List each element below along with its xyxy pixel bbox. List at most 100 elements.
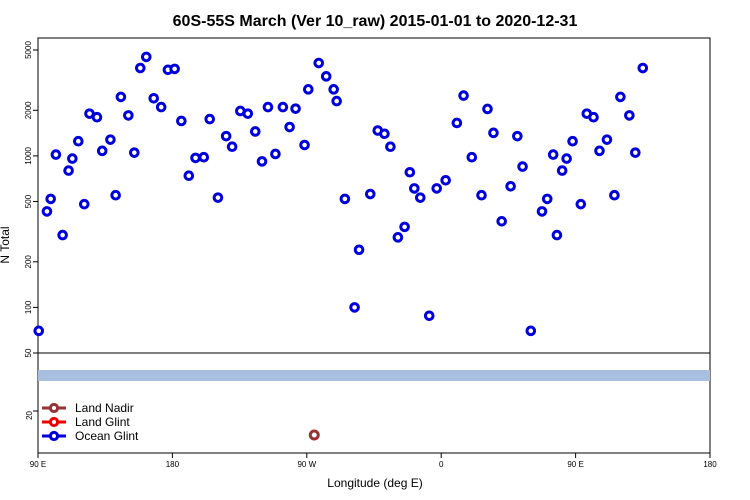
data-point-54 [399,221,410,233]
data-point-83 [601,134,613,145]
x-tick-label-5: 180 [703,460,717,469]
data-point-70 [517,161,528,172]
data-point-37 [277,101,289,113]
data-point-30 [226,141,238,152]
data-point-6 [67,153,78,164]
data-point-55 [404,166,416,178]
data-point-16 [129,147,140,158]
x-tick-label-1: 180 [166,460,180,469]
data-point-34 [256,156,268,167]
data-point-60 [440,175,451,186]
legend-entry-land-nadir: Land Nadir [42,401,134,415]
data-point-46 [339,193,351,205]
legend-marker-ocean-glint [48,430,60,442]
legend-label-ocean-glint: Ocean Glint [75,429,139,443]
y-tick-label-500: 500 [24,194,33,208]
data-point-77 [561,153,572,164]
data-point-64 [476,189,487,201]
data-point-61 [451,117,463,129]
data-point-8 [78,198,90,210]
data-point-44 [328,84,339,95]
data-point-27 [204,113,216,125]
data-point-4 [57,229,68,241]
legend-marker-land-nadir [48,402,60,414]
data-point-7 [73,135,84,147]
data-point-0 [33,325,45,337]
data-point-23 [176,115,187,127]
data-point-43 [320,71,332,82]
data-point-86 [624,110,635,121]
data-point-3 [50,149,62,160]
data-point-65 [482,103,493,115]
data-point-47 [349,302,360,313]
data-point-19 [148,92,160,104]
legend-entry-ocean-glint: Ocean Glint [42,429,139,443]
data-point-75 [551,229,563,241]
data-point-20 [155,101,167,113]
y-tick-label-200: 200 [24,255,33,269]
data-point-48 [353,244,365,256]
data-point-1 [41,206,53,217]
data-point-66 [488,127,499,139]
data-point-88 [637,62,649,74]
x-tick-label-0: 90 E [30,460,46,469]
data-point-25 [190,152,201,164]
x-axis-label: Longitude (deg E) [327,476,422,490]
data-point-84 [609,189,620,201]
legend-label-land-nadir: Land Nadir [75,401,134,415]
data-point-67 [496,216,507,227]
data-point-18 [140,51,152,63]
data-point-71 [525,325,537,337]
data-point-2 [45,193,56,205]
data-point-10 [91,111,103,123]
y-axis: 50 100 200 500 1000 2000 5000 [24,41,38,357]
plot-frame [37,37,711,454]
data-point-76 [556,165,568,176]
x-axis: 90 E 180 90 W 0 90 E 180 [30,453,717,469]
data-points [33,51,649,337]
data-point-57 [414,192,426,203]
y-tick-label-1000: 1000 [24,146,33,164]
data-point-36 [270,148,281,160]
data-point-87 [630,147,641,158]
data-point-73 [541,193,553,205]
data-point-45 [331,95,342,107]
data-point-69 [512,130,523,142]
legend-marker-land-glint [48,416,60,428]
data-point-59 [431,183,443,194]
data-point-12 [105,134,116,145]
data-point-32 [242,108,254,119]
data-point-28 [212,192,224,203]
data-point-5 [63,165,74,176]
data-point-33 [249,126,261,137]
y-tick-label-50: 50 [24,348,33,357]
data-point-72 [536,206,548,217]
data-point-15 [123,110,134,121]
data-point-85 [615,91,626,103]
data-point-17 [134,62,146,74]
data-point-82 [594,145,605,157]
chart-title: 60S-55S March (Ver 10_raw) 2015-01-01 to… [173,13,578,30]
data-point-51 [379,128,390,140]
data-point-26 [198,151,210,163]
legend-entry-land-glint: Land Glint [42,415,130,429]
data-point-24 [183,170,195,182]
data-point-58 [423,310,435,322]
y-tick-label-2000: 2000 [24,101,33,119]
data-point-42 [313,57,325,69]
legend-label-land-glint: Land Glint [75,415,130,429]
data-point-11 [96,145,108,157]
y-tick-label-5000: 5000 [24,41,33,59]
data-point-81 [588,111,599,123]
legend: Land Nadir Land Glint Ocean Glint [42,401,139,443]
data-point-22 [169,63,180,75]
y-axis-label: N Total [0,226,12,263]
coverage-band [38,370,710,381]
x-tick-label-2: 90 W [297,460,316,469]
data-point-40 [299,139,310,151]
data-point-49 [364,188,376,200]
data-point-13 [110,189,121,201]
x-tick-label-3: 0 [439,460,444,469]
data-point-62 [458,90,469,101]
